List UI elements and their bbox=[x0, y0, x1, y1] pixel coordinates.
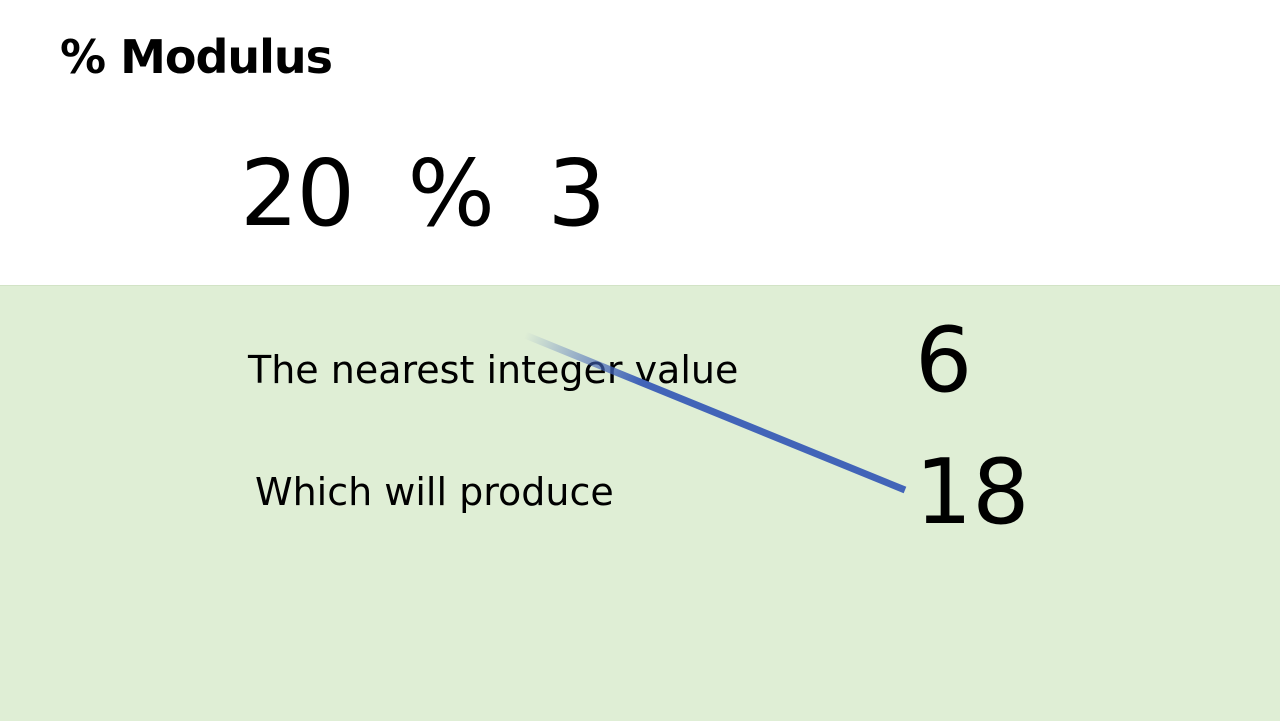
nearest-integer-label: The nearest integer value bbox=[248, 348, 739, 392]
nearest-integer-value: 6 bbox=[915, 308, 973, 413]
product-value: 18 bbox=[915, 440, 1030, 545]
which-will-produce-label: Which will produce bbox=[255, 470, 614, 514]
slide-title: % Modulus bbox=[60, 30, 333, 84]
modulus-expression: 20 % 3 bbox=[240, 140, 606, 247]
